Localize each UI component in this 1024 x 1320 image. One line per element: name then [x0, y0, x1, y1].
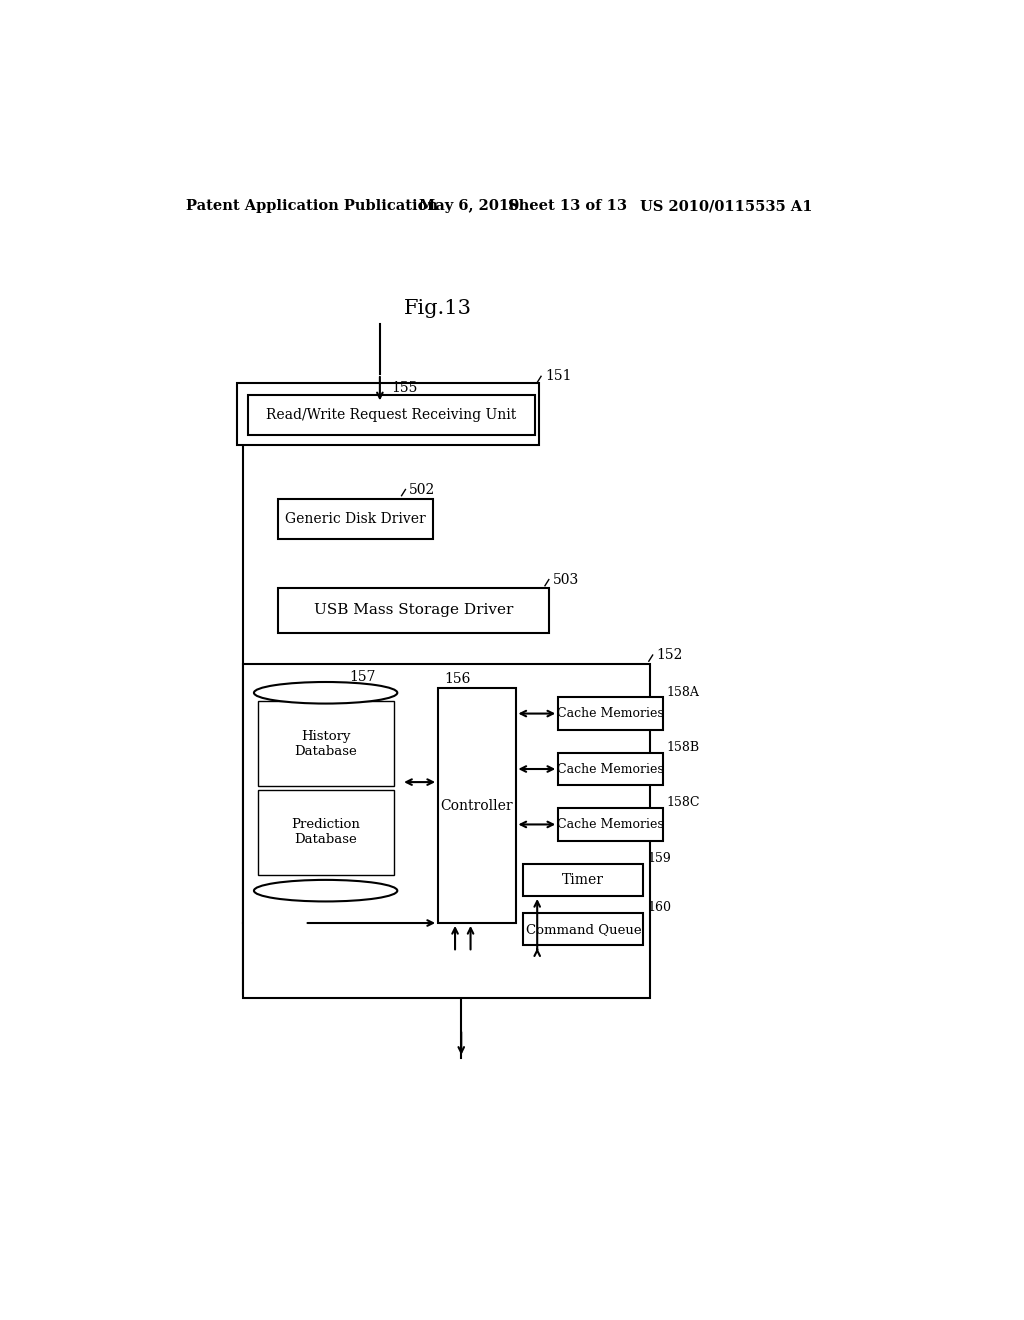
Text: 156: 156	[444, 672, 471, 686]
Text: Command Queue: Command Queue	[525, 923, 641, 936]
Text: US 2010/0115535 A1: US 2010/0115535 A1	[640, 199, 812, 213]
Bar	[237, 383, 539, 445]
Ellipse shape	[254, 682, 397, 704]
Text: 158C: 158C	[667, 796, 700, 809]
Text: 502: 502	[410, 483, 435, 496]
Bar	[523, 913, 643, 945]
Text: Cache Memories: Cache Memories	[557, 708, 664, 721]
Bar	[278, 499, 432, 539]
Text: 158A: 158A	[667, 685, 699, 698]
Bar	[558, 808, 663, 841]
Text: Cache Memories: Cache Memories	[557, 818, 664, 832]
Text: Fig.13: Fig.13	[404, 300, 472, 318]
Text: Read/Write Request Receiving Unit: Read/Write Request Receiving Unit	[266, 408, 517, 422]
Text: Generic Disk Driver: Generic Disk Driver	[285, 512, 425, 525]
Text: 155: 155	[391, 381, 418, 395]
Text: Patent Application Publication: Patent Application Publication	[186, 199, 438, 213]
Text: May 6, 2010: May 6, 2010	[419, 199, 519, 213]
Bar	[258, 701, 394, 785]
Bar	[438, 688, 515, 923]
Text: 157: 157	[349, 669, 376, 684]
Text: Prediction
Database: Prediction Database	[292, 818, 360, 846]
Text: 159: 159	[647, 851, 671, 865]
Text: 151: 151	[545, 370, 571, 383]
Text: Cache Memories: Cache Memories	[557, 763, 664, 776]
Text: 503: 503	[553, 573, 579, 586]
Bar	[558, 752, 663, 785]
Text: 158B: 158B	[667, 741, 699, 754]
Bar	[258, 789, 394, 875]
Bar	[523, 863, 643, 896]
Bar	[278, 589, 549, 632]
Text: History
Database: History Database	[295, 730, 357, 758]
Text: Sheet 13 of 13: Sheet 13 of 13	[508, 199, 627, 213]
Bar	[248, 395, 535, 434]
Bar	[558, 697, 663, 730]
Text: 152: 152	[656, 648, 683, 663]
Text: 160: 160	[647, 902, 672, 915]
Text: USB Mass Storage Driver: USB Mass Storage Driver	[313, 603, 513, 618]
Ellipse shape	[254, 880, 397, 902]
Text: Controller: Controller	[440, 799, 513, 813]
Text: Timer: Timer	[562, 873, 604, 887]
Bar	[243, 664, 650, 998]
